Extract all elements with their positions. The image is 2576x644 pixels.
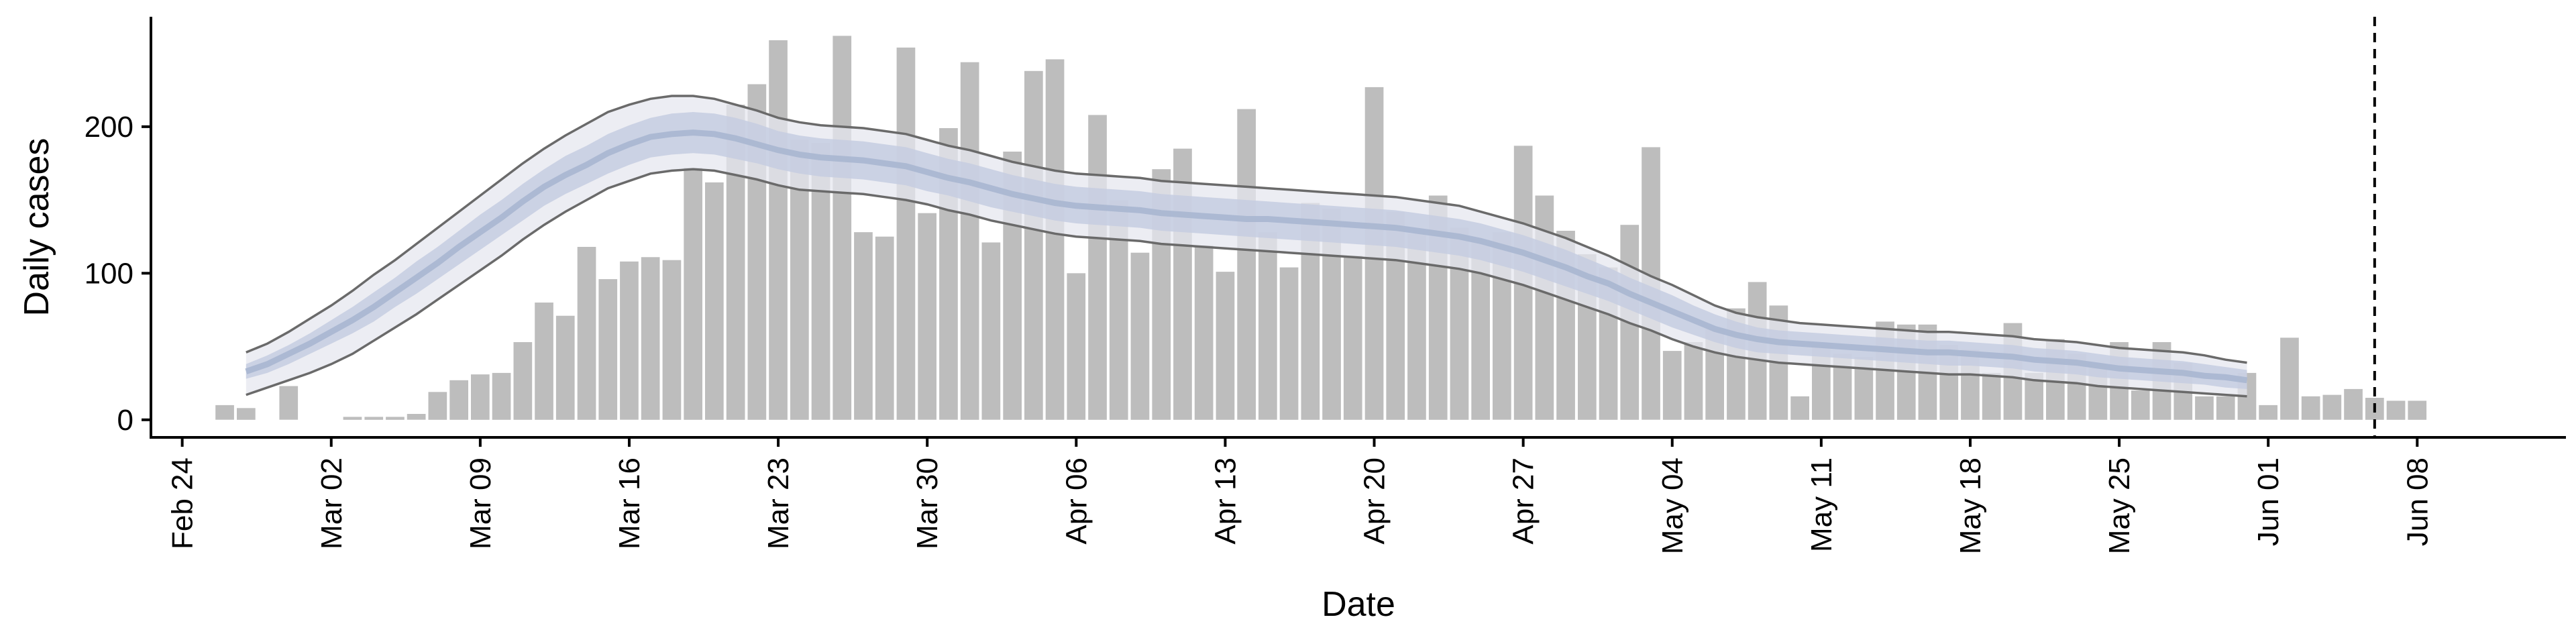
bar: [705, 182, 724, 420]
bar: [364, 417, 384, 420]
bar: [535, 303, 553, 420]
bar: [960, 62, 979, 420]
bar: [641, 257, 660, 420]
bar: [449, 380, 468, 420]
bar: [1194, 245, 1214, 420]
bar: [981, 242, 1001, 420]
x-tick-label: Mar 23: [762, 458, 795, 549]
bar: [1045, 59, 1065, 420]
x-tick-label: Apr 20: [1358, 458, 1391, 545]
x-tick-label: Mar 02: [315, 458, 348, 549]
bar: [555, 315, 575, 420]
x-tick-label: Apr 27: [1507, 458, 1540, 545]
bar: [1024, 70, 1043, 420]
bar: [407, 414, 426, 420]
x-axis-title: Date: [1322, 585, 1395, 624]
x-tick-label: Mar 09: [464, 458, 497, 549]
bar: [918, 213, 936, 420]
ticks-layer: 0 100 200 Feb 24 Mar 02 Mar 09 Mar 16 Mar 23 Mar…: [85, 111, 2434, 554]
bar: [1130, 252, 1150, 420]
lower-bound-line: [246, 168, 2247, 398]
bar: [2408, 400, 2427, 420]
bar: [1662, 351, 1682, 420]
x-tick-label: Mar 30: [911, 458, 944, 549]
bar: [343, 417, 362, 420]
bar: [2195, 396, 2214, 420]
bar: [428, 392, 447, 420]
bar: [854, 232, 873, 420]
bar: [769, 40, 788, 420]
bar: [2280, 337, 2299, 420]
bar: [1279, 267, 1299, 420]
bar: [2259, 405, 2277, 420]
bar: [279, 386, 299, 420]
uncertainty-band-layer: [245, 17, 2376, 437]
bar: [2301, 396, 2320, 420]
bar: [492, 372, 511, 420]
x-tick-label: Jun 01: [2252, 458, 2285, 546]
bar: [1088, 115, 1107, 420]
x-tick-label: May 11: [1805, 458, 1838, 552]
y-tick-label: 0: [117, 404, 133, 437]
x-tick-label: Mar 16: [613, 458, 646, 549]
bar: [875, 236, 894, 420]
bar: [1790, 396, 1809, 420]
x-tick-label: Apr 13: [1209, 458, 1242, 545]
bar: [598, 279, 618, 420]
x-tick-label: May 18: [1954, 458, 1987, 554]
bar: [1216, 272, 1235, 420]
median-line: [245, 129, 2248, 384]
y-tick-label: 200: [85, 111, 133, 144]
bar: [1237, 109, 1256, 420]
bar: [2322, 394, 2342, 420]
bar: [237, 408, 256, 420]
bar: [471, 374, 490, 420]
bar: [2131, 390, 2150, 420]
outer-interval-band: [246, 96, 2247, 396]
x-tick-label: Feb 24: [166, 458, 199, 549]
bar: [2344, 388, 2363, 420]
bar: [833, 36, 852, 420]
bar: [896, 47, 916, 420]
bar: [1982, 372, 2001, 420]
bar: [684, 168, 702, 420]
axes-layer: [150, 17, 2566, 439]
bar: [1684, 342, 1703, 420]
y-axis-title: Daily cases: [17, 138, 56, 317]
bar: [1258, 232, 1277, 420]
upper-bound-line: [246, 95, 2247, 364]
bar: [2386, 400, 2406, 420]
bar: [620, 261, 639, 420]
bar: [386, 417, 405, 420]
bar: [215, 405, 234, 420]
x-tick-label: May 04: [1656, 458, 1689, 554]
bar: [513, 342, 533, 420]
bar: [2216, 396, 2235, 420]
bar: [662, 260, 682, 420]
x-tick-label: Jun 08: [2401, 458, 2434, 546]
bar: [1343, 256, 1362, 420]
y-tick-label: 100: [85, 257, 133, 290]
bar: [577, 247, 596, 420]
bar: [1067, 273, 1086, 420]
x-tick-label: Apr 06: [1060, 458, 1093, 545]
x-tick-label: May 25: [2103, 458, 2136, 554]
